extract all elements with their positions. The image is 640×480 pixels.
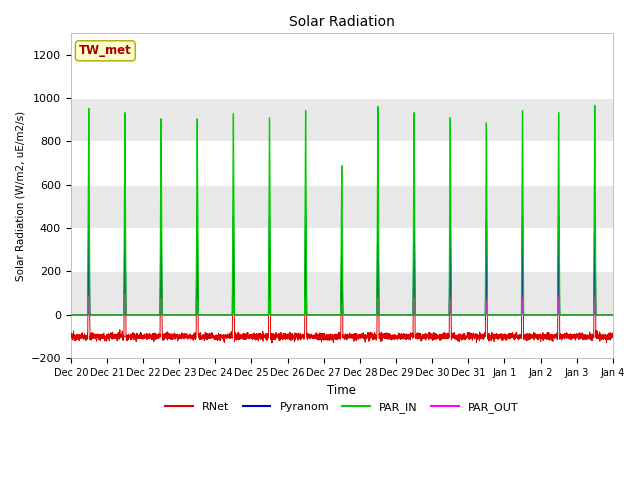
PAR_IN: [321, 312, 329, 318]
Pyranom: [321, 312, 329, 318]
Legend: RNet, Pyranom, PAR_IN, PAR_OUT: RNet, Pyranom, PAR_IN, PAR_OUT: [161, 398, 523, 418]
PAR_IN: [609, 312, 617, 318]
Title: Solar Radiation: Solar Radiation: [289, 15, 395, 29]
RNet: [463, 329, 471, 335]
PAR_OUT: [494, 312, 502, 318]
Bar: [71, 272, 613, 315]
RNet: [268, 340, 276, 346]
PAR_IN: [463, 312, 471, 318]
PAR_IN: [433, 312, 441, 318]
Line: RNet: RNet: [71, 252, 613, 343]
RNet: [322, 333, 330, 338]
Pyranom: [609, 312, 617, 318]
Line: Pyranom: Pyranom: [71, 210, 613, 315]
PAR_OUT: [121, 292, 129, 298]
PAR_OUT: [463, 312, 471, 318]
Bar: [71, 228, 613, 272]
PAR_IN: [164, 312, 172, 318]
PAR_IN: [494, 312, 502, 318]
PAR_OUT: [322, 312, 330, 318]
RNet: [494, 333, 502, 338]
Pyranom: [494, 312, 502, 318]
Pyranom: [609, 312, 616, 318]
Line: PAR_IN: PAR_IN: [71, 106, 613, 315]
RNet: [85, 249, 93, 255]
PAR_OUT: [433, 312, 441, 318]
PAR_OUT: [67, 312, 75, 318]
RNet: [609, 332, 616, 337]
Y-axis label: Solar Radiation (W/m2, uE/m2/s): Solar Radiation (W/m2, uE/m2/s): [15, 110, 25, 281]
RNet: [609, 330, 617, 336]
RNet: [67, 334, 75, 340]
RNet: [433, 332, 441, 338]
RNet: [164, 331, 172, 336]
PAR_OUT: [609, 312, 616, 318]
PAR_IN: [67, 312, 75, 318]
Bar: [71, 55, 613, 98]
Pyranom: [67, 312, 75, 318]
PAR_IN: [591, 103, 598, 108]
Line: PAR_OUT: PAR_OUT: [71, 295, 613, 315]
Pyranom: [433, 312, 441, 318]
Text: TW_met: TW_met: [79, 44, 132, 57]
Bar: [71, 98, 613, 142]
Bar: [71, 185, 613, 228]
PAR_IN: [609, 312, 616, 318]
Pyranom: [463, 312, 471, 318]
X-axis label: Time: Time: [327, 384, 356, 396]
PAR_OUT: [609, 312, 617, 318]
Bar: [71, 315, 613, 358]
PAR_OUT: [164, 312, 172, 318]
Pyranom: [164, 312, 172, 318]
Pyranom: [374, 207, 381, 213]
Bar: [71, 142, 613, 185]
